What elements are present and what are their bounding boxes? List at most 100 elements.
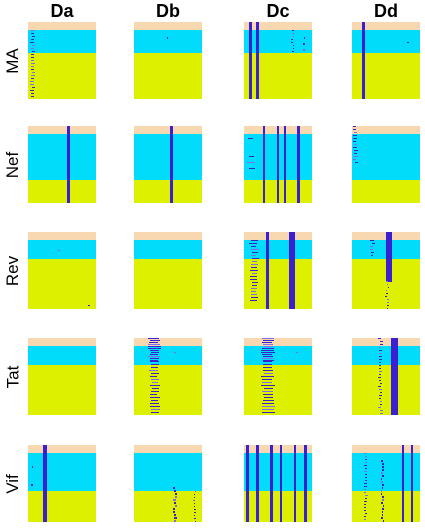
middle-band	[134, 30, 202, 54]
panel-ma-db	[134, 22, 202, 99]
variation-tick-mark	[149, 342, 158, 343]
variation-tick-mark	[264, 346, 272, 347]
bottom-band	[244, 53, 312, 99]
variation-tick-mark	[382, 514, 384, 515]
variation-tick-mark	[252, 258, 259, 259]
variation-tick-mark	[381, 472, 383, 473]
variation-tick-mark	[173, 508, 175, 509]
variation-tick-mark	[31, 66, 34, 67]
variation-tick-mark	[251, 291, 256, 292]
variation-tick-mark	[291, 42, 293, 43]
variation-tick-mark	[249, 168, 255, 169]
variation-tick-mark	[365, 498, 367, 499]
variation-tick-mark	[150, 376, 157, 377]
variation-tick-mark	[354, 132, 357, 133]
variation-column-mark	[249, 22, 252, 99]
variation-tick-mark	[251, 249, 259, 250]
variation-tick-mark	[151, 367, 157, 368]
variation-tick-mark	[353, 141, 356, 142]
row-label-text: Rev	[3, 255, 23, 285]
variation-tick-mark	[379, 398, 381, 399]
variation-tick-mark	[381, 481, 382, 482]
variation-tick-mark	[365, 480, 367, 481]
variation-column-mark	[277, 126, 280, 203]
variation-tick-mark	[378, 338, 381, 339]
variation-tick-mark	[264, 373, 273, 374]
panel-nef-dc	[244, 126, 312, 203]
variation-tick-mark	[251, 297, 258, 298]
variation-tick-mark	[364, 486, 367, 487]
variation-tick-mark	[150, 340, 161, 341]
variation-tick-mark	[167, 37, 169, 38]
variation-tick-mark	[354, 144, 357, 145]
variation-tick-mark	[381, 493, 382, 494]
variation-tick-mark	[31, 48, 34, 49]
panel-tat-dd	[352, 338, 420, 415]
variation-tick-mark	[250, 270, 258, 271]
variation-tick-mark	[382, 508, 384, 509]
middle-band	[244, 30, 312, 54]
variation-tick-mark	[31, 78, 34, 79]
variation-tick-mark	[31, 30, 34, 31]
variation-tick-mark	[150, 403, 159, 404]
variation-column-mark	[386, 232, 392, 282]
variation-tick-mark	[261, 376, 274, 377]
variation-tick-mark	[151, 364, 159, 365]
variation-tick-mark	[387, 302, 389, 303]
variation-tick-mark	[194, 497, 196, 498]
variation-column-mark	[256, 22, 259, 99]
variation-tick-mark	[263, 364, 273, 365]
variation-tick-mark	[304, 37, 306, 38]
variation-column-mark	[170, 126, 173, 203]
variation-tick-mark	[364, 453, 366, 454]
variation-column-mark	[270, 445, 273, 522]
variation-tick-mark	[262, 379, 272, 380]
panel-tat-db	[134, 338, 202, 415]
column-header-dd: Dd	[351, 0, 421, 22]
variation-tick-mark	[365, 474, 367, 475]
variation-tick-mark	[263, 344, 273, 345]
variation-tick-mark	[262, 348, 274, 349]
panel-nef-db	[134, 126, 202, 203]
variation-tick-mark	[365, 513, 367, 514]
middle-band	[28, 240, 96, 260]
variation-tick-mark	[150, 354, 159, 355]
variation-tick-mark	[249, 156, 254, 157]
variation-tick-mark	[262, 412, 275, 413]
middle-band	[134, 346, 202, 366]
variation-tick-mark	[380, 392, 382, 393]
variation-column-mark	[294, 445, 297, 522]
variation-tick-mark	[263, 394, 274, 395]
variation-tick-mark	[354, 153, 357, 154]
variation-tick-mark	[379, 356, 382, 357]
variation-tick-mark	[251, 240, 258, 241]
variation-tick-mark	[303, 49, 305, 50]
variation-tick-mark	[252, 261, 258, 262]
bottom-band	[352, 365, 420, 415]
variation-tick-mark	[31, 54, 34, 55]
variation-tick-mark	[263, 370, 273, 371]
variation-tick-mark	[380, 413, 383, 414]
variation-tick-mark	[151, 373, 159, 374]
row-label-rev: Rev	[0, 226, 26, 316]
variation-tick-mark	[353, 126, 356, 127]
variation-tick-mark	[148, 356, 160, 357]
variation-tick-mark	[387, 305, 389, 306]
variation-tick-mark	[148, 346, 161, 347]
variation-tick-mark	[379, 365, 381, 366]
variation-tick-mark	[264, 388, 273, 389]
variation-tick-mark	[386, 293, 388, 294]
variation-tick-mark	[293, 45, 294, 46]
variation-tick-mark	[263, 361, 272, 362]
variation-tick-mark	[251, 246, 256, 247]
variation-tick-mark	[30, 84, 33, 85]
variation-tick-mark	[354, 150, 358, 151]
variation-tick-mark	[371, 255, 374, 256]
panel-rev-dd	[352, 232, 420, 309]
variation-tick-mark	[365, 459, 368, 460]
middle-band	[28, 30, 96, 54]
variation-tick-mark	[194, 503, 195, 504]
variation-tick-mark	[262, 354, 272, 355]
variation-tick-mark	[250, 279, 257, 280]
variation-tick-mark	[150, 361, 159, 362]
